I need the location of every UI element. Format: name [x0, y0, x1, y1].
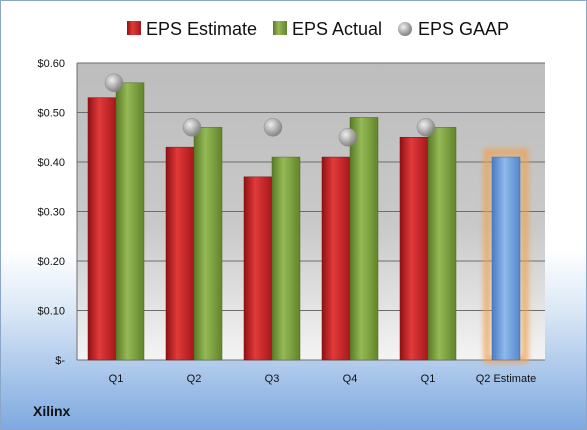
gaap-markers: [104, 73, 436, 147]
y-axis-ticks: $- $0.10 $0.20 $0.30 $0.40 $0.50 $0.60: [37, 58, 65, 367]
y-tick-label: $0.10: [37, 306, 65, 318]
legend-label-gaap: EPS GAAP: [418, 19, 509, 39]
x-tick-label: Q2 Estimate: [476, 373, 537, 385]
legend-item-eps-estimate: EPS Estimate: [127, 19, 257, 39]
bar-eps-estimate: [399, 137, 429, 361]
x-tick-label: Q3: [265, 373, 280, 385]
legend-swatch-estimate: [127, 21, 141, 35]
y-tick-label: $0.50: [37, 108, 65, 120]
legend-swatch-actual: [273, 21, 287, 35]
bar-eps-estimate: [243, 176, 273, 361]
x-tick-label: Q2: [187, 373, 202, 385]
bar-estimate-highlight: [491, 156, 521, 361]
gridlines: [76, 62, 545, 361]
y-tick-label: $-: [55, 355, 65, 367]
legend-swatch-gaap: [398, 22, 412, 36]
bar-eps-estimate: [87, 97, 117, 361]
marker-eps-gaap: [182, 118, 202, 137]
y-tick-label: $0.20: [37, 256, 65, 268]
legend-label-estimate: EPS Estimate: [146, 19, 257, 39]
marker-eps-gaap: [263, 118, 283, 137]
bar-eps-actual: [115, 82, 145, 361]
x-tick-label: Q1: [109, 373, 124, 385]
marker-eps-gaap: [104, 73, 124, 93]
x-tick-label: Q1: [421, 373, 436, 385]
bar-eps-estimate: [165, 146, 195, 361]
x-axis-ticks: Q1 Q2 Q3 Q4 Q1 Q2 Estimate: [109, 373, 537, 385]
marker-eps-gaap: [338, 128, 358, 147]
x-tick-label: Q4: [343, 373, 358, 385]
bar-eps-actual: [271, 156, 301, 361]
bar-eps-actual: [427, 127, 457, 361]
bars: [87, 82, 528, 363]
marker-eps-gaap: [416, 118, 436, 137]
bar-eps-actual: [349, 117, 379, 361]
bar-eps-actual: [193, 127, 223, 361]
legend-item-eps-gaap: EPS GAAP: [398, 19, 509, 39]
legend-label-actual: EPS Actual: [292, 19, 382, 39]
y-tick-label: $0.60: [37, 58, 65, 70]
company-label: Xilinx: [33, 403, 71, 419]
y-tick-label: $0.30: [37, 207, 65, 219]
legend-item-eps-actual: EPS Actual: [273, 19, 382, 39]
y-tick-label: $0.40: [37, 157, 65, 169]
legend: EPS Estimate EPS Actual EPS GAAP: [127, 19, 509, 39]
bar-eps-estimate: [321, 156, 351, 361]
